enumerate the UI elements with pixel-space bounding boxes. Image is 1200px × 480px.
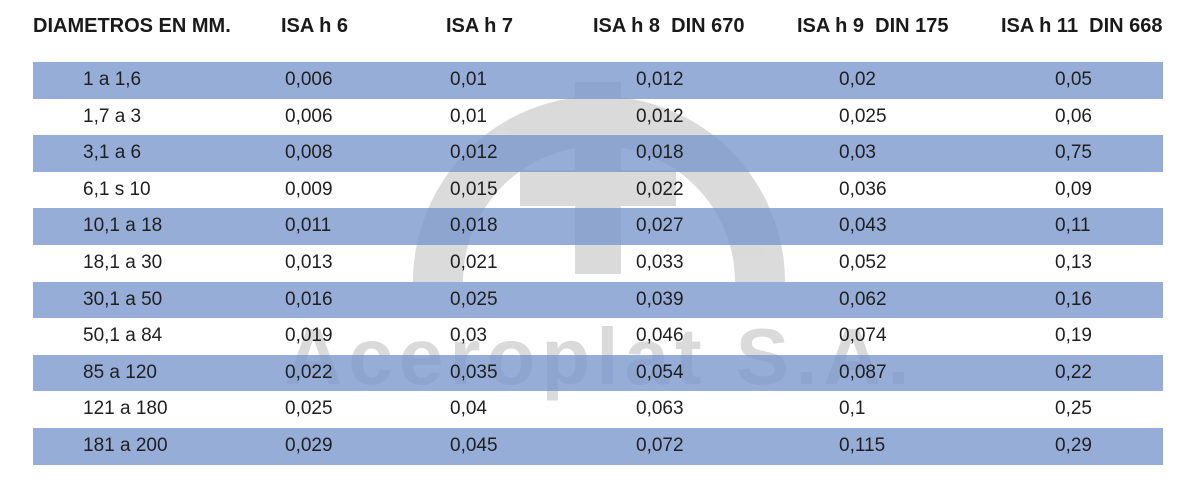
table-row: 1,7 a 3 0,006 0,01 0,012 0,025 0,06 (33, 99, 1163, 136)
cell-h9: 0,052 (839, 251, 887, 273)
cell-h7: 0,04 (450, 398, 487, 420)
cell-h9: 0,036 (839, 178, 887, 200)
cell-diameter: 6,1 s 10 (83, 178, 151, 200)
cell-h8: 0,033 (636, 251, 684, 273)
cell-h11: 0,11 (1055, 215, 1091, 237)
header-isa-h9: ISA h 9 DIN 175 (797, 15, 949, 37)
cell-h7: 0,021 (450, 251, 498, 273)
cell-h8: 0,012 (636, 105, 684, 127)
cell-h9: 0,115 (839, 434, 886, 456)
cell-h9: 0,1 (839, 398, 866, 420)
cell-h7: 0,035 (450, 361, 498, 383)
cell-h6: 0,025 (285, 398, 333, 420)
cell-h6: 0,006 (285, 69, 333, 90)
cell-h9: 0,043 (839, 215, 887, 237)
cell-h11: 0,19 (1055, 325, 1092, 347)
cell-h7: 0,025 (450, 288, 498, 310)
cell-h7: 0,01 (450, 69, 487, 90)
cell-h8: 0,072 (636, 434, 684, 456)
header-isa-h11: ISA h 11 DIN 668 (1001, 15, 1163, 37)
cell-h11: 0,16 (1055, 288, 1092, 310)
cell-h9: 0,02 (839, 69, 876, 90)
cell-diameter: 3,1 a 6 (83, 142, 142, 164)
table-row: 85 a 120 0,022 0,035 0,054 0,087 0,22 (33, 354, 1163, 392)
cell-h11: 0,05 (1055, 69, 1092, 90)
table-row: 1 a 1,6 0,006 0,01 0,012 0,02 0,05 (33, 62, 1163, 99)
cell-diameter: 1,7 a 3 (83, 105, 142, 127)
cell-h9: 0,087 (839, 361, 887, 383)
cell-h8: 0,046 (636, 325, 684, 347)
table-row: 50,1 a 84 0,019 0,03 0,046 0,074 0,19 (33, 318, 1163, 355)
table-row: 18,1 a 30 0,013 0,021 0,033 0,052 0,13 (33, 245, 1163, 282)
header-isa-h8: ISA h 8 DIN 670 (593, 15, 745, 37)
cell-h11: 0,13 (1055, 251, 1092, 273)
cell-h11: 0,75 (1055, 142, 1092, 164)
cell-h7: 0,015 (450, 178, 498, 200)
cell-diameter: 50,1 a 84 (83, 325, 163, 347)
cell-h11: 0,22 (1055, 361, 1092, 383)
cell-h7: 0,03 (450, 325, 487, 347)
cell-h8: 0,022 (636, 178, 684, 200)
cell-h8: 0,054 (636, 361, 684, 383)
cell-h7: 0,045 (450, 434, 498, 456)
table-body: 1 a 1,6 0,006 0,01 0,012 0,02 0,05 1,7 a… (33, 62, 1163, 465)
cell-h8: 0,012 (636, 69, 684, 90)
table-header: DIAMETROS EN MM. ISA h 6 ISA h 7 ISA h 8… (33, 10, 1163, 42)
cell-h6: 0,013 (285, 251, 333, 273)
cell-h9: 0,025 (839, 105, 887, 127)
cell-h6: 0,006 (285, 105, 333, 127)
header-isa-h6: ISA h 6 (281, 15, 349, 37)
table-row: 3,1 a 6 0,008 0,012 0,018 0,03 0,75 (33, 135, 1163, 172)
cell-diameter: 30,1 a 50 (83, 288, 163, 310)
cell-h8: 0,063 (636, 398, 684, 420)
cell-h8: 0,039 (636, 288, 684, 310)
cell-h7: 0,018 (450, 215, 498, 237)
cell-h9: 0,062 (839, 288, 887, 310)
cell-diameter: 18,1 a 30 (83, 251, 163, 273)
cell-h6: 0,009 (285, 178, 333, 200)
cell-diameter: 181 a 200 (83, 434, 168, 456)
cell-h8: 0,027 (636, 215, 684, 237)
cell-h11: 0,29 (1055, 434, 1092, 456)
cell-diameter: 1 a 1,6 (83, 69, 142, 90)
table-row: 6,1 s 10 0,009 0,015 0,022 0,036 0,09 (33, 172, 1163, 209)
cell-h6: 0,019 (285, 325, 333, 347)
table-row: 181 a 200 0,029 0,045 0,072 0,115 0,29 (33, 427, 1163, 465)
table-row: 10,1 a 18 0,011 0,018 0,027 0,043 0,11 (33, 208, 1163, 245)
cell-h7: 0,01 (450, 105, 487, 127)
cell-h6: 0,008 (285, 142, 333, 164)
cell-h9: 0,03 (839, 142, 876, 164)
cell-diameter: 121 a 180 (83, 398, 168, 420)
header-diametros: DIAMETROS EN MM. (33, 15, 231, 37)
cell-h6: 0,011 (285, 215, 332, 237)
cell-h6: 0,016 (285, 288, 333, 310)
cell-h6: 0,029 (285, 434, 333, 456)
table-row: 121 a 180 0,025 0,04 0,063 0,1 0,25 (33, 391, 1163, 428)
cell-diameter: 85 a 120 (83, 361, 157, 383)
cell-h8: 0,018 (636, 142, 684, 164)
cell-diameter: 10,1 a 18 (83, 215, 163, 237)
cell-h11: 0,09 (1055, 178, 1092, 200)
cell-h7: 0,012 (450, 142, 498, 164)
cell-h11: 0,25 (1055, 398, 1092, 420)
cell-h9: 0,074 (839, 325, 887, 347)
header-isa-h7: ISA h 7 (446, 15, 514, 37)
cell-h6: 0,022 (285, 361, 333, 383)
table-row: 30,1 a 50 0,016 0,025 0,039 0,062 0,16 (33, 281, 1163, 319)
cell-h11: 0,06 (1055, 105, 1092, 127)
